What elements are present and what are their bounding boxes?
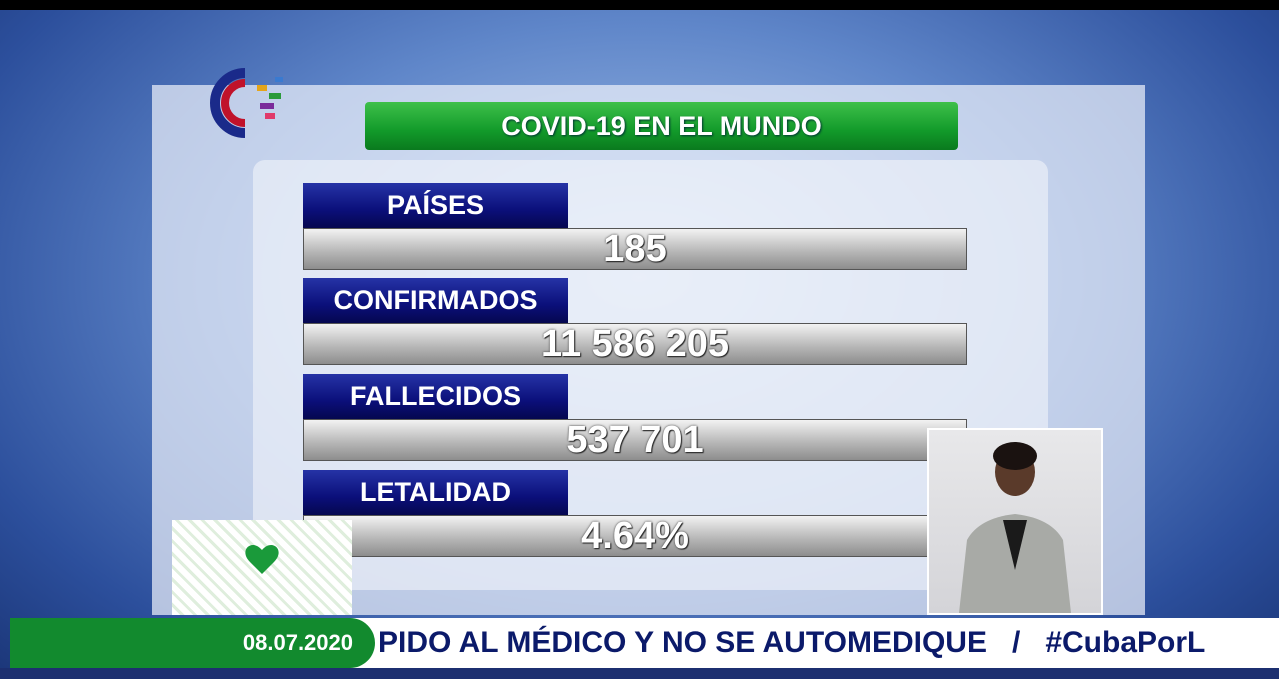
channel-logo <box>205 65 295 140</box>
bottom-strip <box>0 668 1279 679</box>
stat-value: 4.64% <box>303 515 967 557</box>
stat-label: FALLECIDOS <box>303 374 568 419</box>
title-bar: COVID-19 EN EL MUNDO <box>365 102 958 150</box>
interpreter <box>929 430 1101 613</box>
stat-value: 537 701 <box>303 419 967 461</box>
stat-value: 11 586 205 <box>303 323 967 365</box>
stat-label: LETALIDAD <box>303 470 568 515</box>
sign-language-inset <box>927 428 1103 615</box>
campaign-icon <box>172 520 352 615</box>
stat-label: CONFIRMADOS <box>303 278 568 323</box>
campaign-logo <box>172 520 352 615</box>
stat-label: PAÍSES <box>303 183 568 228</box>
stat-value: 185 <box>303 228 967 270</box>
ticker-date: 08.07.2020 <box>10 618 375 668</box>
ticker-text: PIDO AL MÉDICO Y NO SE AUTOMEDIQUE / #Cu… <box>378 618 1278 668</box>
screen: COVID-19 EN EL MUNDO PAÍSES 185 CONFIRMA… <box>0 0 1279 679</box>
